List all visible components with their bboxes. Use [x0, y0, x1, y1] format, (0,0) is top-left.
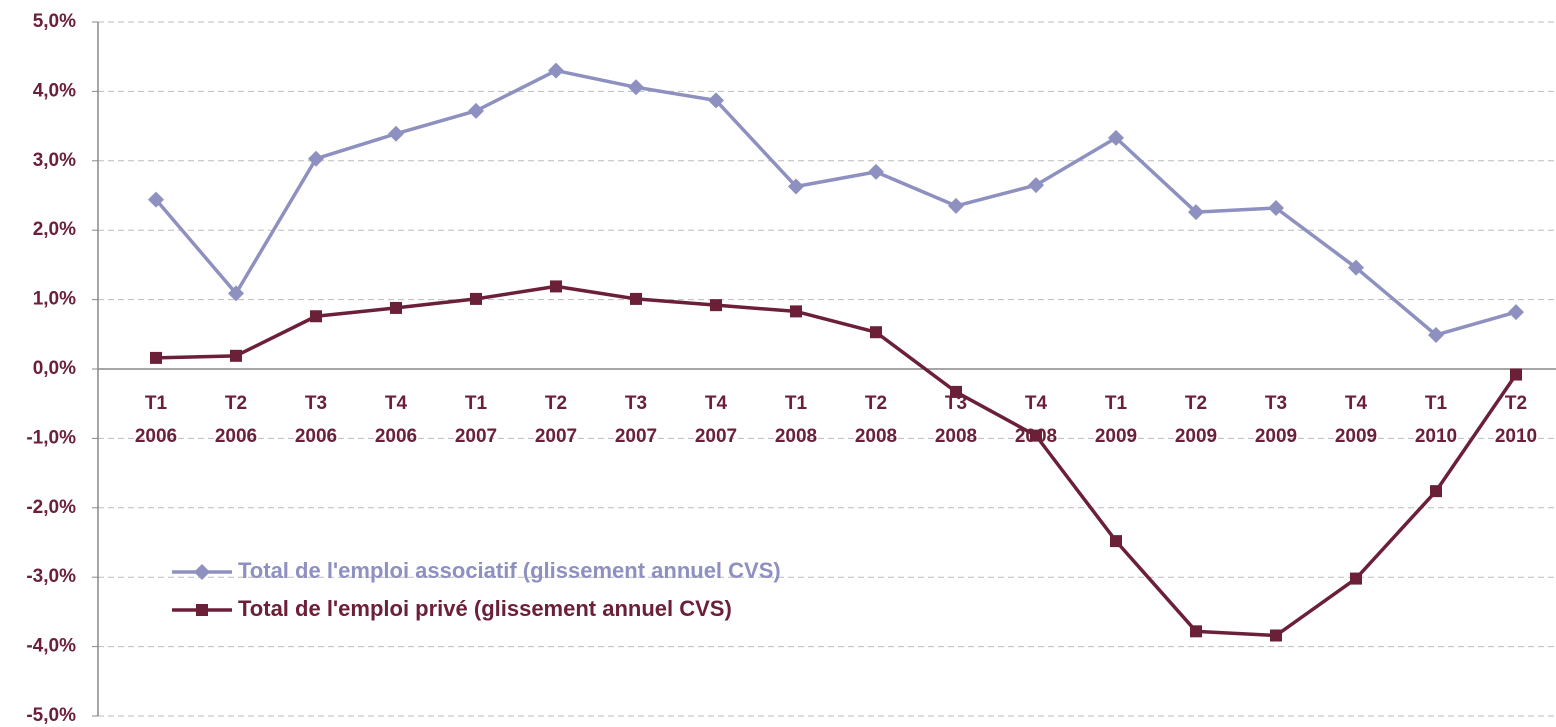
marker — [1028, 177, 1044, 194]
marker — [1110, 535, 1122, 548]
marker — [548, 62, 564, 79]
x-tick-label: T1 2008 — [774, 393, 818, 447]
x-tick-label: T3 2008 — [934, 393, 978, 447]
x-tick-label: T2 2010 — [1494, 393, 1538, 447]
x-tick-label: T1 2009 — [1094, 393, 1138, 447]
marker — [310, 310, 322, 323]
marker — [788, 178, 804, 195]
y-tick-label: -2,0% — [26, 497, 76, 518]
x-tick-label: T3 2006 — [294, 393, 338, 447]
marker — [1108, 129, 1124, 146]
legend-label: Total de l'emploi associatif (glissement… — [238, 558, 781, 583]
marker — [1510, 368, 1522, 381]
x-tick-label: T3 2007 — [614, 393, 658, 447]
marker — [1270, 629, 1282, 642]
marker — [390, 301, 402, 314]
marker — [710, 299, 722, 312]
marker — [1190, 625, 1202, 638]
marker — [1430, 485, 1442, 498]
x-tick-label: T4 2006 — [374, 393, 418, 447]
y-tick-label: -5,0% — [26, 705, 76, 726]
marker — [550, 280, 562, 293]
marker — [1508, 304, 1524, 321]
marker — [1188, 204, 1204, 221]
y-tick-label: -1,0% — [26, 427, 76, 448]
marker — [628, 79, 644, 96]
marker — [708, 92, 724, 109]
series-line — [155, 284, 1518, 638]
marker — [150, 351, 162, 364]
y-tick-label: 3,0% — [33, 150, 76, 171]
x-tick-label: T1 2010 — [1414, 393, 1458, 447]
legend-label: Total de l'emploi privé (glissement annu… — [238, 596, 732, 621]
x-tick-label: T4 2007 — [694, 393, 738, 447]
x-tick-label: T2 2006 — [214, 393, 258, 447]
y-tick-label: -3,0% — [26, 566, 76, 587]
marker — [308, 150, 324, 167]
marker — [1348, 259, 1364, 276]
x-tick-label: T4 2009 — [1334, 393, 1378, 447]
y-tick-label: 5,0% — [33, 11, 76, 32]
series-line — [154, 68, 1517, 337]
marker — [228, 285, 244, 302]
marker — [388, 125, 404, 142]
marker — [950, 385, 962, 398]
marker — [630, 292, 642, 305]
marker — [790, 305, 802, 318]
marker — [868, 163, 884, 180]
y-tick-label: -4,0% — [26, 636, 76, 657]
marker — [194, 564, 210, 580]
marker — [1350, 572, 1362, 585]
marker — [148, 191, 164, 208]
x-tick-label: T2 2009 — [1174, 393, 1218, 447]
y-tick-label: 2,0% — [33, 219, 76, 240]
y-tick-label: 4,0% — [33, 80, 76, 101]
marker — [1268, 199, 1284, 216]
x-tick-label: T3 2009 — [1254, 393, 1298, 447]
y-tick-label: 0,0% — [33, 358, 76, 379]
marker — [230, 349, 242, 362]
x-tick-label: T4 2008 — [1014, 393, 1058, 447]
marker — [196, 604, 208, 616]
y-tick-label: 1,0% — [33, 289, 76, 310]
marker — [1428, 326, 1444, 343]
x-tick-label: T2 2007 — [534, 393, 578, 447]
marker — [468, 102, 484, 119]
x-tick-label: T1 2006 — [134, 393, 178, 447]
x-tick-label: T1 2007 — [454, 393, 498, 447]
x-tick-label: T2 2008 — [854, 393, 898, 447]
marker — [948, 197, 964, 214]
marker — [470, 292, 482, 305]
marker — [1030, 429, 1042, 442]
marker — [870, 326, 882, 339]
